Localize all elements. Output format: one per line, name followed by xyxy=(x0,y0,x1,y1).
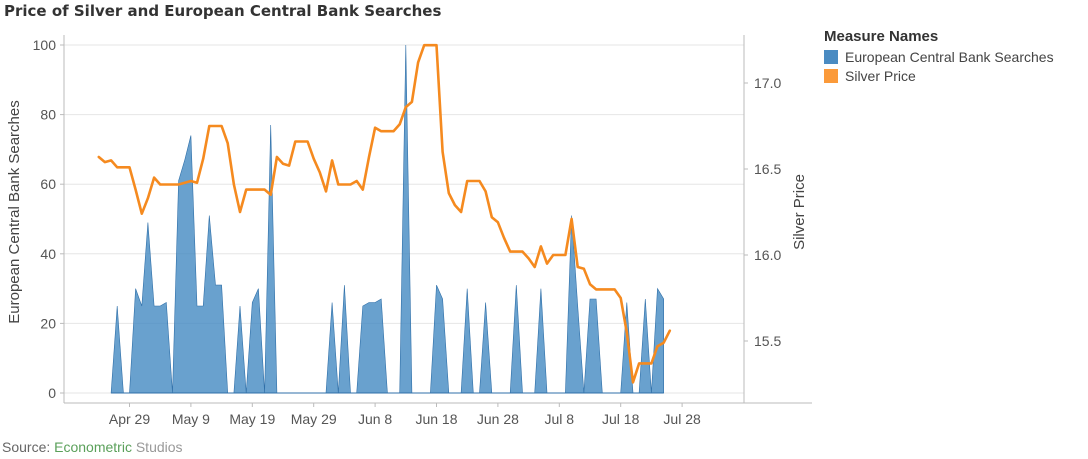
source-link-studios[interactable]: Studios xyxy=(131,439,183,455)
source-note: Source: Econometric Studios xyxy=(2,439,183,455)
x-tick-jul-28: Jul 28 xyxy=(663,411,701,427)
chart-title: Price of Silver and European Central Ban… xyxy=(4,2,442,20)
y-left-tick-20: 20 xyxy=(40,315,56,331)
axes xyxy=(60,35,812,407)
x-tick-may-9: May 9 xyxy=(172,411,210,427)
source-link-econometric[interactable]: Econometric xyxy=(54,439,132,455)
x-tick-jul-18: Jul 18 xyxy=(602,411,640,427)
y-left-tick-0: 0 xyxy=(48,385,56,401)
source-prefix: Source: xyxy=(2,439,55,455)
y-right-tick-16.0: 16.0 xyxy=(754,247,781,263)
legend-item-searches[interactable]: European Central Bank Searches xyxy=(824,47,1086,66)
silver-price-line xyxy=(97,43,672,384)
silver-line-series xyxy=(97,43,672,384)
x-tick-jun-18: Jun 18 xyxy=(415,411,457,427)
searches-area xyxy=(110,44,664,394)
x-tick-jun-28: Jun 28 xyxy=(477,411,519,427)
x-tick-may-29: May 29 xyxy=(291,411,337,427)
y-right-tick-15.5: 15.5 xyxy=(754,333,781,349)
y-right-tick-17.0: 17.0 xyxy=(754,75,781,91)
legend-label-silver: Silver Price xyxy=(845,67,916,84)
x-tick-may-19: May 19 xyxy=(229,411,275,427)
y-left-tick-40: 40 xyxy=(40,246,56,262)
y-left-tick-60: 60 xyxy=(40,176,56,192)
legend: Measure Names European Central Bank Sear… xyxy=(824,28,1086,85)
x-tick-apr-29: Apr 29 xyxy=(109,411,150,427)
y-right-tick-16.5: 16.5 xyxy=(754,161,781,177)
y-axis-right-title: Silver Price xyxy=(791,174,808,250)
tick-labels: 0 20 40 60 80 100 15.5 16.0 16.5 17.0 Apr 29 May 9 M… xyxy=(33,37,782,427)
y-left-tick-100: 100 xyxy=(33,37,57,53)
x-tick-jul-8: Jul 8 xyxy=(545,411,575,427)
y-axis-left-title: European Central Bank Searches xyxy=(6,100,23,323)
y-left-tick-80: 80 xyxy=(40,107,56,123)
legend-swatch-silver xyxy=(824,68,838,83)
legend-swatch-searches xyxy=(824,49,838,64)
searches-area-series xyxy=(110,44,664,394)
legend-item-silver[interactable]: Silver Price xyxy=(824,66,1086,85)
legend-label-searches: European Central Bank Searches xyxy=(845,48,1054,65)
legend-title: Measure Names xyxy=(824,28,939,45)
x-tick-jun-8: Jun 8 xyxy=(358,411,392,427)
